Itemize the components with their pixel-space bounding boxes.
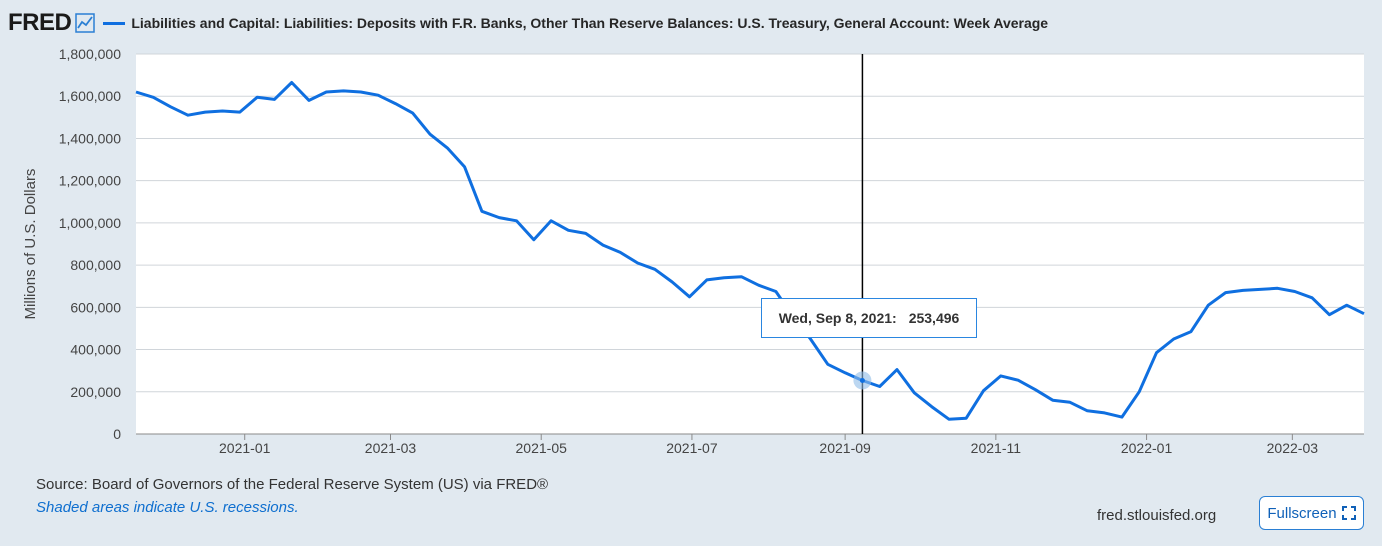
- x-tick-label: 2021-01: [219, 440, 271, 456]
- expand-icon: [1341, 506, 1356, 520]
- y-tick-label: 200,000: [70, 384, 121, 400]
- x-axis: 2021-01 2021-03 2021-05 2021-07 2021-09 2021-…: [136, 433, 1364, 456]
- y-tick-label: 1,400,000: [59, 130, 121, 146]
- y-tick-label: 1,200,000: [59, 173, 121, 189]
- x-tick-label: 2021-11: [971, 440, 1022, 456]
- x-tick-label: 2022-03: [1267, 440, 1319, 456]
- plot-background: [136, 54, 1364, 434]
- y-tick-label: 1,600,000: [59, 88, 121, 104]
- fred-logo[interactable]: FRED: [8, 9, 72, 36]
- x-tick-label: 2021-03: [365, 440, 417, 456]
- y-tick-label: 600,000: [70, 299, 121, 315]
- y-tick-label: 1,000,000: [59, 215, 121, 231]
- series-line[interactable]: [135, 81, 1365, 421]
- crosshair-layer: [853, 54, 872, 434]
- grid-lines: [136, 53, 1364, 435]
- data-tooltip: Wed, Sep 8, 2021: 253,496: [761, 298, 977, 338]
- series-title: Liabilities and Capital: Liabilities: De…: [131, 15, 1049, 31]
- y-tick-label: 0: [113, 426, 121, 442]
- x-tick-label: 2022-01: [1121, 440, 1173, 456]
- chart-header: FRED Liabilities and Capital: Liabilitie…: [8, 8, 1048, 38]
- source-note: Source: Board of Governors of the Federa…: [36, 476, 549, 493]
- legend-swatch: [103, 21, 126, 25]
- tooltip-date: Wed, Sep 8, 2021:: [778, 310, 897, 326]
- y-tick-label: 400,000: [70, 342, 121, 358]
- y-tick-label: 800,000: [70, 257, 121, 273]
- fullscreen-button[interactable]: Fullscreen: [1259, 496, 1364, 530]
- recession-note: Shaded areas indicate U.S. recessions.: [36, 499, 299, 516]
- fred-url[interactable]: fred.stlouisfed.org: [1097, 507, 1217, 524]
- fullscreen-label: Fullscreen: [1267, 504, 1337, 522]
- y-axis-label: Millions of U.S. Dollars: [22, 169, 39, 320]
- x-tick-label: 2021-09: [819, 440, 871, 456]
- line-chart-icon: [75, 13, 96, 33]
- x-tick-label: 2021-07: [666, 440, 718, 456]
- y-axis: 0 200,000 400,000 600,000 800,000 1,000,000 1,…: [59, 46, 122, 442]
- x-tick-label: 2021-05: [516, 440, 568, 456]
- tooltip-value: 253,496: [908, 310, 960, 326]
- hover-point[interactable]: [859, 377, 865, 383]
- y-tick-label: 1,800,000: [59, 46, 121, 62]
- series-layer[interactable]: [135, 81, 1365, 421]
